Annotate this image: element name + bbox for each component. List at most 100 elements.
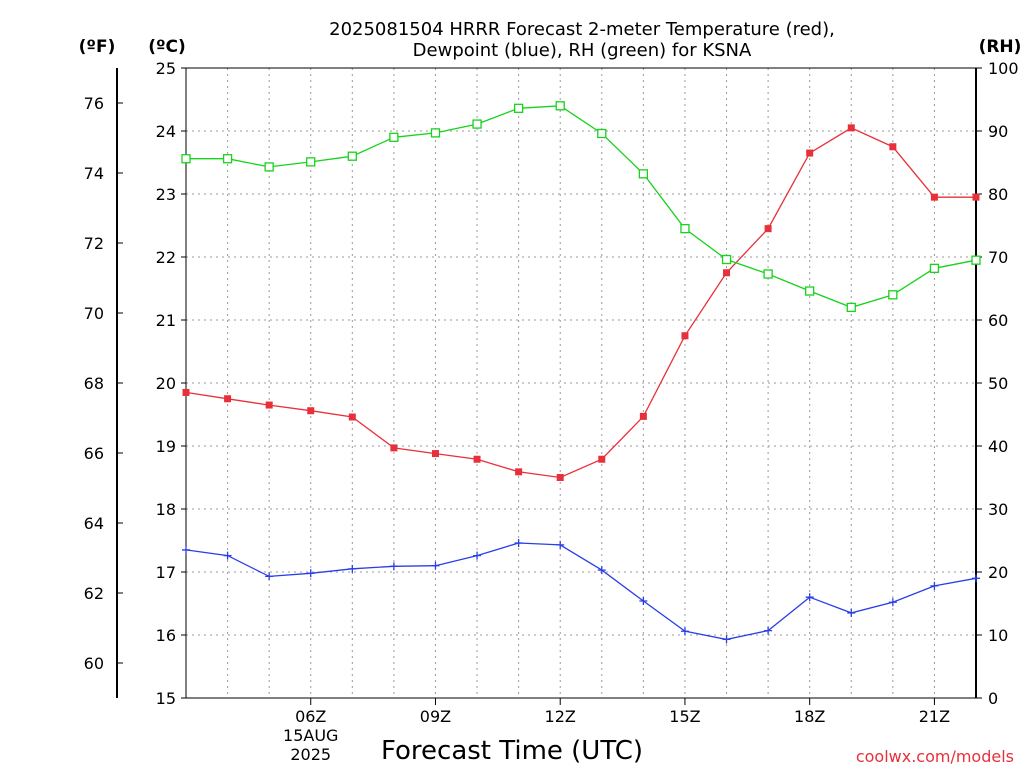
dewpoint-point (972, 574, 980, 583)
rh-point (222, 154, 233, 164)
celsius-tick-label: 18 (156, 500, 176, 519)
rh-tick-label: 10 (988, 626, 1008, 645)
celsius-tick-label: 25 (156, 59, 176, 78)
dewpoint-point (597, 566, 606, 575)
rh-tick-label: 80 (988, 185, 1008, 204)
temperature-point (639, 412, 647, 420)
rh-point (306, 157, 316, 167)
rh-point (430, 128, 441, 138)
celsius-tick-label: 22 (156, 248, 176, 267)
temperature-point (431, 450, 439, 458)
rh-point (971, 255, 981, 265)
rh-line (186, 105, 977, 309)
dewpoint-point (556, 540, 565, 549)
rh-point (181, 154, 191, 164)
celsius-tick-label: 24 (156, 122, 176, 141)
dewpoint-point (431, 561, 440, 570)
rh-point (347, 151, 357, 161)
temperature-point (598, 455, 606, 463)
rh-point (264, 162, 274, 172)
dewpoint-point (348, 564, 357, 573)
rh-point (389, 132, 399, 142)
celsius-tick-label: 15 (156, 689, 176, 708)
axes: 15 16 17 18 19 20 21 22 23 24 25 60 62 64 66 68 70 72 74 76… (84, 59, 1019, 764)
fahrenheit-tick-label: 64 (84, 514, 104, 533)
temperature-point (806, 149, 814, 157)
temperature-point (723, 269, 731, 277)
celsius-tick-label: 16 (156, 626, 176, 645)
rh-point (597, 128, 607, 139)
fahrenheit-unit-label: (ºF) (79, 37, 116, 57)
rh-point (680, 223, 690, 234)
x-tick-year-label: 2025 (290, 745, 331, 764)
dewpoint-point (223, 551, 232, 560)
dewpoint-point (306, 569, 315, 578)
fahrenheit-tick-label: 66 (84, 444, 104, 463)
celsius-unit-label: (ºC) (148, 37, 186, 57)
temperature-point (556, 474, 564, 481)
rh-tick-label: 30 (988, 500, 1008, 519)
x-tick-label: 15Z (669, 707, 700, 726)
temperature-point (182, 388, 190, 396)
temperature-point (348, 413, 356, 421)
temperature-point (473, 455, 481, 463)
rh-point (472, 119, 482, 129)
fahrenheit-tick-label: 62 (84, 584, 104, 603)
credit-text: coolwx.com/models (856, 747, 1014, 766)
chart-title-line2: Dewpoint (blue), RH (green) for KSNA (413, 40, 752, 61)
temperature-point (390, 444, 398, 452)
rh-unit-label: (RH) (979, 37, 1022, 57)
temperature-point (930, 193, 938, 201)
x-tick-label: 12Z (545, 707, 576, 726)
rh-point (638, 169, 649, 179)
temperature-point (972, 193, 980, 201)
x-tick-label: 09Z (420, 707, 451, 726)
rh-point (763, 269, 773, 279)
dewpoint-point (722, 635, 731, 644)
dewpoint-point (265, 572, 274, 581)
temperature-point (847, 124, 855, 132)
celsius-tick-label: 23 (156, 185, 176, 204)
rh-point (513, 103, 524, 113)
celsius-tick-label: 19 (156, 437, 176, 456)
temperature-point (265, 401, 273, 409)
dewpoint-point (930, 581, 939, 590)
temperature-point (307, 407, 315, 415)
data-series (181, 101, 981, 644)
rh-point (888, 290, 898, 300)
rh-tick-label: 70 (988, 248, 1008, 267)
dewpoint-point (805, 593, 814, 602)
dewpoint-point (888, 598, 897, 607)
x-tick-label: 18Z (794, 707, 825, 726)
rh-tick-label: 50 (988, 374, 1008, 393)
dewpoint-point (847, 608, 856, 617)
x-axis-title: Forecast Time (UTC) (381, 736, 643, 766)
x-tick-label: 06Z (295, 707, 326, 726)
dewpoint-point (680, 627, 689, 636)
fahrenheit-tick-label: 72 (84, 234, 104, 253)
fahrenheit-tick-label: 76 (84, 94, 104, 113)
celsius-tick-label: 17 (156, 563, 176, 582)
rh-tick-label: 60 (988, 311, 1008, 330)
x-tick-label: 21Z (919, 707, 950, 726)
rh-tick-label: 100 (988, 59, 1019, 78)
rh-point (555, 101, 565, 111)
fahrenheit-tick-label: 70 (84, 304, 104, 323)
fahrenheit-tick-label: 60 (84, 654, 104, 673)
dewpoint-line (185, 542, 977, 641)
rh-point (805, 286, 815, 296)
celsius-tick-label: 21 (156, 311, 176, 330)
rh-tick-label: 40 (988, 437, 1008, 456)
celsius-tick-label: 20 (156, 374, 176, 393)
dewpoint-point (639, 596, 648, 605)
rh-tick-label: 20 (988, 563, 1008, 582)
dewpoint-point (182, 545, 190, 554)
temperature-point (889, 143, 897, 151)
temperature-point (764, 225, 772, 233)
rh-point (846, 302, 856, 313)
temperature-point (224, 395, 232, 403)
dewpoint-point (389, 562, 398, 571)
rh-point (721, 254, 732, 265)
